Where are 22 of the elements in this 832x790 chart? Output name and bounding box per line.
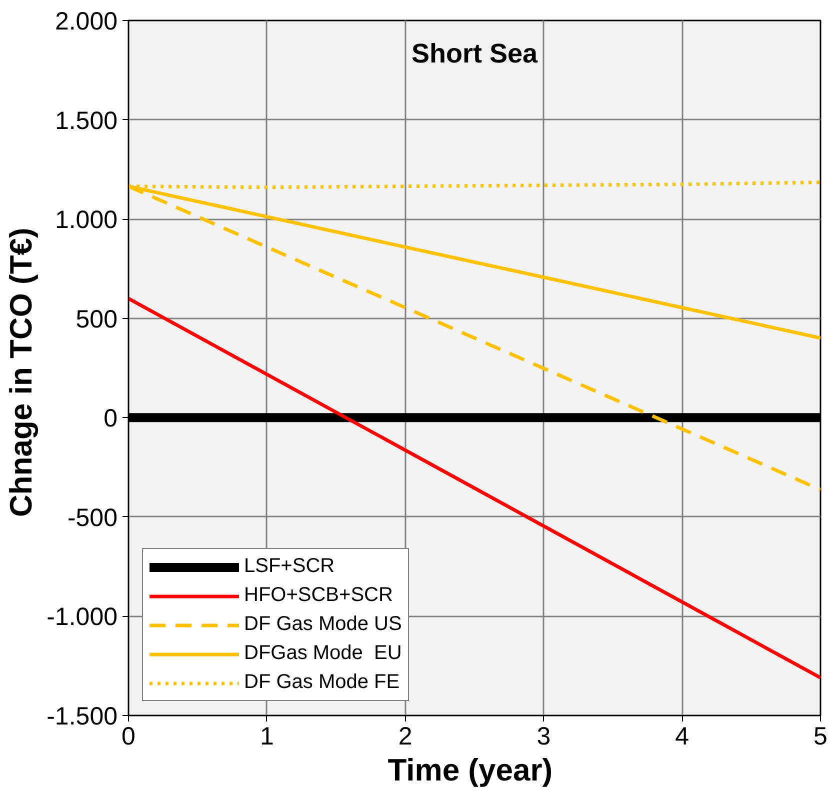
x-tick-label: 5	[814, 722, 828, 750]
y-tick-label: 1.000	[54, 206, 118, 234]
x-tick-label: 4	[675, 722, 690, 750]
y-tick-label: 0	[104, 404, 118, 433]
text: Short Sea	[411, 38, 538, 68]
x-tick-label: 3	[536, 722, 551, 750]
x-axis-title: Time (year)	[388, 752, 553, 788]
y-tick-label: -1.500	[46, 702, 118, 730]
y-tick-label: 2.000	[54, 8, 118, 36]
y-tick-label: -500	[67, 504, 118, 532]
legend-label: HFO+SCB+SCR	[244, 584, 393, 607]
y-tick-label: 500	[76, 305, 118, 334]
y-tick-label: -1.000	[46, 603, 118, 632]
legend-label: DF Gas Mode US	[244, 613, 402, 636]
legend-label: DFGas Mode EU	[244, 642, 402, 665]
y-axis-title: Chnage in TCO (T€)	[4, 228, 39, 517]
x-tick-label: 0	[122, 722, 136, 750]
x-tick-label: 2	[398, 722, 412, 750]
legend-label: DF Gas Mode FE	[244, 671, 400, 694]
legend-label: LSF+SCR	[244, 555, 335, 578]
y-tick-label: 1.500	[54, 106, 118, 135]
x-tick-label: 1	[260, 722, 274, 750]
